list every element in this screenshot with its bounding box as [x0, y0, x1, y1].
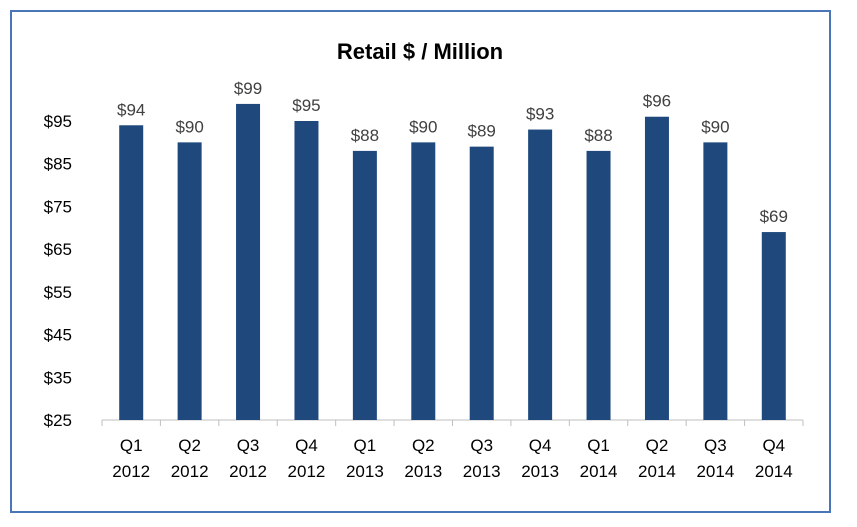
x-tick-label-quarter: Q4: [529, 436, 552, 455]
data-label: $90: [701, 117, 729, 136]
x-tick-label-year: 2012: [288, 462, 326, 481]
x-tick-label-quarter: Q1: [120, 436, 143, 455]
data-label: $94: [117, 100, 145, 119]
data-label: $88: [351, 126, 379, 145]
bar: [469, 146, 494, 420]
data-label: $93: [526, 105, 554, 124]
x-tick-label-quarter: Q1: [587, 436, 610, 455]
x-tick-label-year: 2012: [229, 462, 267, 481]
y-tick-label: $45: [44, 326, 72, 345]
x-tick-label-year: 2013: [521, 462, 559, 481]
x-tick-label-year: 2012: [112, 462, 150, 481]
x-tick-label-year: 2013: [346, 462, 384, 481]
data-label: $99: [234, 79, 262, 98]
y-tick-label: $25: [44, 411, 72, 430]
y-axis: $25 $35 $45 $55 $65 $75 $85 $95: [44, 112, 72, 430]
y-tick-label: $75: [44, 197, 72, 216]
bar: [236, 103, 261, 421]
y-tick-label: $95: [44, 112, 72, 131]
data-labels: $94 $90 $99 $95 $88 $90 $89 $93 $88 $96 $90 $69: [117, 79, 788, 226]
data-label: $95: [292, 96, 320, 115]
chart-title: Retail $ / Million: [337, 39, 503, 64]
x-tick-label-quarter: Q4: [295, 436, 318, 455]
x-tick-label-year: 2014: [755, 462, 793, 481]
data-label: $90: [175, 117, 203, 136]
bar-chart: Retail $ / Million $25 $35 $45 $55 $65 $75 $85…: [44, 39, 804, 481]
data-label: $88: [584, 126, 612, 145]
x-tick-label-quarter: Q3: [704, 436, 727, 455]
bar: [177, 142, 202, 420]
bar: [644, 116, 669, 420]
x-tick-label-year: 2014: [696, 462, 734, 481]
bar-series: [119, 103, 786, 421]
x-tick-label-year: 2014: [638, 462, 676, 481]
data-label: $90: [409, 117, 437, 136]
x-axis: Q1 2012 Q2 2012 Q3 2012 Q4 2012 Q1 2013 Q2 2013 Q3 20…: [101, 419, 804, 481]
data-label: $69: [760, 207, 788, 226]
y-tick-label: $35: [44, 368, 72, 387]
x-tick-label-year: 2014: [580, 462, 618, 481]
data-label: $96: [643, 92, 671, 111]
x-tick-label-quarter: Q2: [178, 436, 201, 455]
x-tick-label-year: 2013: [463, 462, 501, 481]
x-tick-label-year: 2013: [404, 462, 442, 481]
data-label: $89: [468, 122, 496, 141]
bar: [761, 232, 786, 420]
chart-frame: Retail $ / Million $25 $35 $45 $55 $65 $75 $85…: [10, 10, 831, 513]
x-tick-label-quarter: Q2: [412, 436, 435, 455]
bar: [119, 125, 144, 421]
y-tick-label: $55: [44, 283, 72, 302]
x-tick-label-quarter: Q3: [237, 436, 260, 455]
bar: [528, 129, 553, 420]
bar: [703, 142, 728, 420]
bar: [294, 121, 319, 420]
bar: [411, 142, 436, 420]
y-tick-label: $85: [44, 155, 72, 174]
x-tick-label-year: 2012: [171, 462, 209, 481]
x-tick-label-quarter: Q4: [762, 436, 785, 455]
bar: [586, 150, 611, 420]
bar: [352, 150, 377, 420]
x-tick-label-quarter: Q1: [354, 436, 377, 455]
x-tick-label-quarter: Q2: [646, 436, 669, 455]
x-tick-label-quarter: Q3: [470, 436, 493, 455]
y-tick-label: $65: [44, 240, 72, 259]
